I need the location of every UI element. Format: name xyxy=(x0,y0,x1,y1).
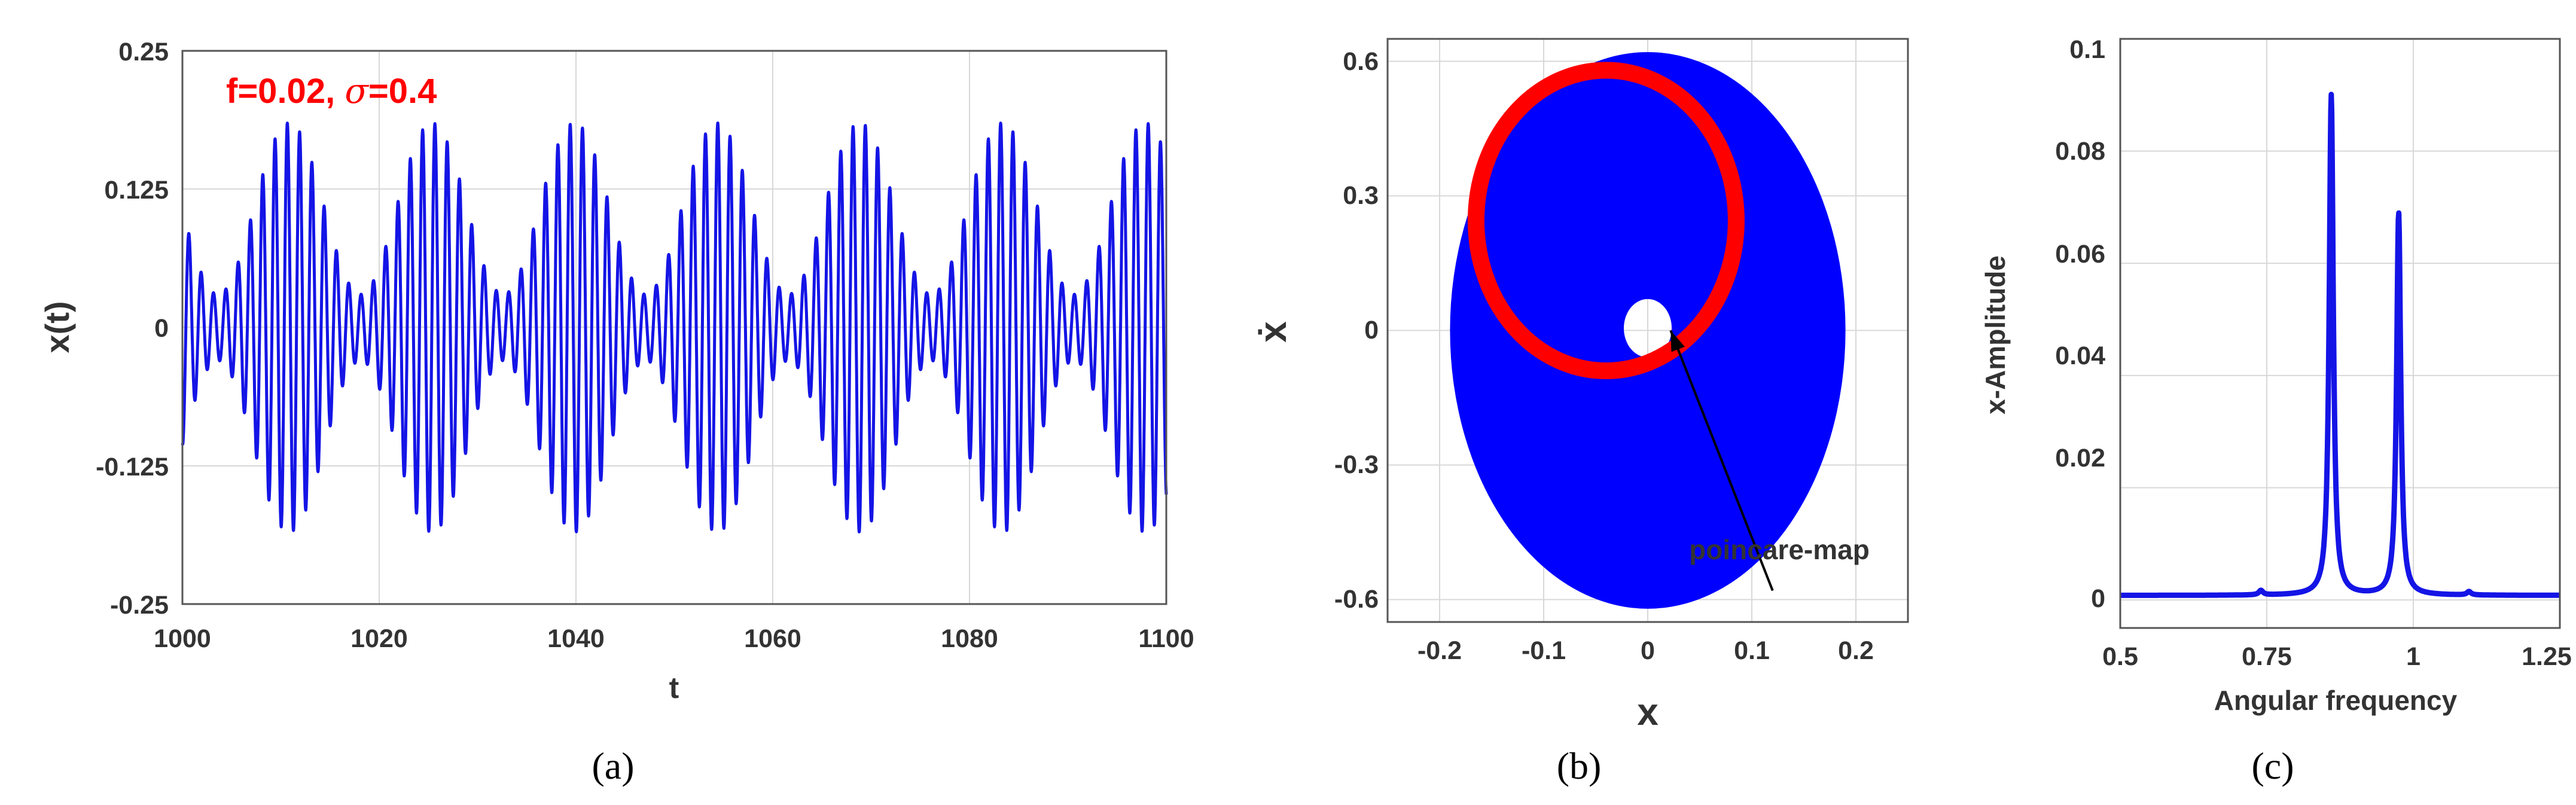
y-tick-label: 0 xyxy=(1364,316,1379,344)
panel-b-y-axis-label: ẋ xyxy=(1251,321,1294,343)
y-tick-label: 0.3 xyxy=(1343,181,1379,210)
panel-b-frame xyxy=(1386,38,1909,623)
panel-c-grid xyxy=(2120,39,2560,628)
y-tick-label: 0.02 xyxy=(2055,444,2105,472)
panel-a-frame xyxy=(181,50,1167,605)
panel-b-y-ticks: 0.6 0.3 0 -0.3 -0.6 xyxy=(1334,47,1379,614)
y-tick-label: 0.06 xyxy=(2055,240,2105,269)
panel-a-caption: (a) xyxy=(592,745,634,787)
panel-a-y-axis-label: x(t) xyxy=(38,301,76,353)
x-tick-label: 1100 xyxy=(1138,624,1194,653)
panel-b-annotation: poincare-map xyxy=(1689,534,1870,565)
panel-b-annotation-arrow xyxy=(1669,330,1774,591)
y-tick-label: -0.25 xyxy=(110,591,169,620)
panel-b-x-axis-label: x xyxy=(1637,690,1659,733)
panel-b-caption: (b) xyxy=(1557,745,1602,787)
y-tick-label: -0.3 xyxy=(1334,450,1379,479)
x-tick-label: 1080 xyxy=(941,624,998,653)
x-tick-label: 1000 xyxy=(154,624,211,653)
panel-b-arrowhead xyxy=(1670,330,1685,352)
y-tick-label: 0.6 xyxy=(1343,47,1379,76)
y-tick-label: 0.04 xyxy=(2055,341,2105,370)
panel-a-annotation: f=0.02, σ=0.4 xyxy=(226,71,437,111)
x-tick-label: -0.2 xyxy=(1417,636,1462,665)
panel-b-x-ticks: -0.2 -0.1 0 0.1 0.2 xyxy=(1417,636,1874,665)
y-tick-label: 0 xyxy=(154,314,169,343)
x-tick-label: 0.1 xyxy=(1734,636,1770,665)
x-tick-label: 0.75 xyxy=(2242,642,2292,671)
annotation-prefix: f=0.02, xyxy=(226,72,345,111)
y-tick-label: 0.1 xyxy=(2069,35,2105,64)
panel-b-poincare-ring xyxy=(1467,62,1745,379)
panel-c-x-axis-label: Angular frequency xyxy=(2214,685,2458,716)
y-tick-label: 0.25 xyxy=(118,38,169,66)
annotation-sigma: σ xyxy=(345,71,369,111)
panel-b-phase-region xyxy=(1450,52,1846,609)
panel-a-x-axis-label: t xyxy=(669,671,679,705)
x-tick-label: 1.25 xyxy=(2522,642,2572,671)
x-tick-label: 0 xyxy=(1641,636,1655,665)
annotation-suffix: =0.4 xyxy=(368,72,437,111)
panel-b: poincare-map 0.6 0.3 0 -0.3 -0.6 -0.2 -0… xyxy=(1251,38,1909,787)
y-tick-label: 0 xyxy=(2091,584,2105,613)
panel-c-caption: (c) xyxy=(2251,745,2294,787)
panel-a: 0.25 0.125 0 -0.125 -0.25 1000 1020 1040… xyxy=(38,38,1194,787)
panel-c-y-ticks: 0.1 0.08 0.06 0.04 0.02 0 xyxy=(2055,35,2105,613)
x-tick-label: 0.5 xyxy=(2102,642,2138,671)
panel-a-x-ticks: 1000 1020 1040 1060 1080 1100 xyxy=(154,624,1194,653)
x-tick-label: -0.1 xyxy=(1522,636,1566,665)
y-tick-label: -0.6 xyxy=(1334,585,1379,614)
panel-a-series-line xyxy=(181,121,1168,533)
x-tick-label: 1060 xyxy=(744,624,801,653)
panel-c-x-ticks: 0.5 0.75 1 1.25 xyxy=(2102,642,2572,671)
panel-c-y-axis-label: x-Amplitude xyxy=(1980,255,2011,414)
panel-a-y-ticks: 0.25 0.125 0 -0.125 -0.25 xyxy=(96,38,169,620)
y-tick-label: 0.125 xyxy=(104,176,169,205)
y-tick-label: -0.125 xyxy=(96,453,169,481)
x-tick-label: 1040 xyxy=(547,624,605,653)
x-tick-label: 1 xyxy=(2406,642,2420,671)
y-tick-label: 0.08 xyxy=(2055,137,2105,166)
panel-a-plot-area xyxy=(181,121,1168,533)
panel-c: 0.1 0.08 0.06 0.04 0.02 0 0.5 0.75 1 1.2… xyxy=(1980,35,2572,787)
panel-c-frame xyxy=(2119,38,2561,629)
x-tick-label: 1020 xyxy=(350,624,408,653)
panel-c-series-line xyxy=(2118,92,2562,598)
x-tick-label: 0.2 xyxy=(1838,636,1874,665)
panel-a-grid xyxy=(182,51,1166,604)
